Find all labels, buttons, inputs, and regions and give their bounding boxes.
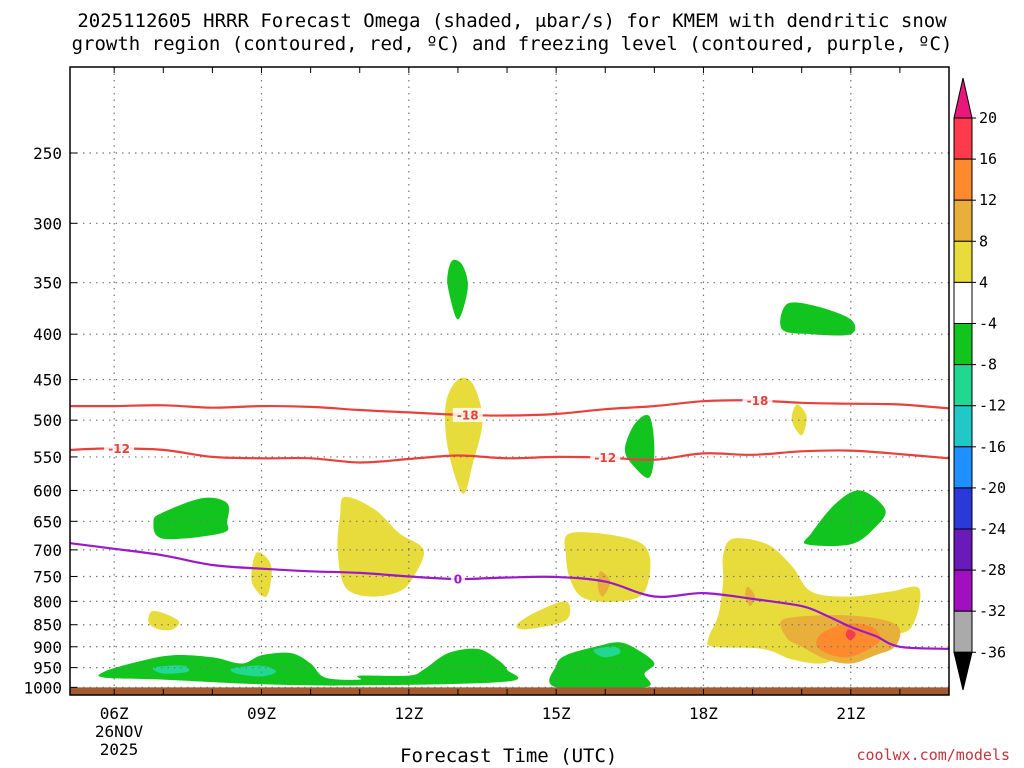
y-tick-label-600: 600 bbox=[33, 481, 62, 500]
colorbar-top-arrow bbox=[953, 77, 973, 119]
colorbar-swatch-10 bbox=[953, 528, 973, 571]
contour-label-bg bbox=[452, 407, 483, 422]
credit-text: coolwx.com/models bbox=[856, 746, 1010, 764]
y-tick-label-900: 900 bbox=[33, 638, 62, 657]
contour-0-line bbox=[70, 542, 949, 650]
x-tick-label-09Z: 09Z bbox=[247, 704, 276, 723]
y-tick-label-500: 500 bbox=[33, 411, 62, 430]
y-tick-label-450: 450 bbox=[33, 371, 62, 390]
colorbar-label--32: -32 bbox=[979, 602, 1006, 620]
x-axis: 06Z 09Z 12Z 15Z 18Z 21Z bbox=[100, 704, 866, 723]
omega-region--8-to--12-2 bbox=[593, 646, 621, 658]
colorbar-label--20: -20 bbox=[979, 479, 1006, 497]
colorbar-label--12: -12 bbox=[979, 397, 1006, 415]
colorbar-label--16: -16 bbox=[979, 438, 1006, 456]
colorbar-label-16: 16 bbox=[979, 150, 997, 168]
ground-strip bbox=[70, 687, 949, 695]
colorbar-label--36: -36 bbox=[979, 643, 1006, 661]
y-tick-label-550: 550 bbox=[33, 448, 62, 467]
date-label-line-2: 2025 bbox=[100, 740, 139, 759]
contour-label-0-0: 0 bbox=[454, 573, 462, 587]
y-tick-label-300: 300 bbox=[33, 214, 62, 233]
colorbar-swatch-0 bbox=[953, 117, 973, 160]
y-tick-label-400: 400 bbox=[33, 325, 62, 344]
omega-region-8-to-12-0 bbox=[597, 571, 611, 597]
y-tick-label-650: 650 bbox=[33, 512, 62, 531]
omega-region-4-to-8-0 bbox=[444, 377, 483, 494]
omega-region-16-to-20-0 bbox=[845, 629, 856, 641]
contour-label--18-1: -18 bbox=[747, 394, 769, 408]
colorbar-swatch-7 bbox=[953, 405, 973, 448]
omega-region-4-to-8-4 bbox=[516, 601, 571, 630]
colorbar-label-12: 12 bbox=[979, 191, 997, 209]
contour-label--18-0: -18 bbox=[457, 408, 479, 422]
x-tick-label-12Z: 12Z bbox=[394, 704, 423, 723]
contour--12-line bbox=[70, 447, 949, 464]
contour-label--12-0: -12 bbox=[108, 442, 130, 456]
chart-title-line-1: 2025112605 HRRR Forecast Omega (shaded, … bbox=[77, 10, 947, 32]
colorbar-swatch-4 bbox=[953, 281, 973, 324]
x-axis-label: Forecast Time (UTC) bbox=[400, 745, 618, 767]
colorbar-label--24: -24 bbox=[979, 520, 1006, 538]
omega-region-4-to-8-1 bbox=[337, 496, 425, 597]
chart-title-line-2: growth region (contoured, red, ºC) and f… bbox=[71, 33, 953, 55]
plot-frame bbox=[69, 66, 950, 696]
x-tick-label-15Z: 15Z bbox=[542, 704, 571, 723]
x-tick-label-18Z: 18Z bbox=[689, 704, 718, 723]
contour-label-bg bbox=[590, 450, 621, 465]
colorbar-swatch-9 bbox=[953, 487, 973, 530]
grid-layer bbox=[70, 67, 949, 695]
omega-region--4-to--8-6 bbox=[549, 642, 655, 690]
colorbar-swatch-2 bbox=[953, 199, 973, 242]
x-tick-label-06Z: 06Z bbox=[100, 704, 129, 723]
omega-region--4-to--8-4 bbox=[803, 490, 886, 547]
y-tick-label-800: 800 bbox=[33, 592, 62, 611]
contour--18-line bbox=[70, 399, 949, 417]
omega-region--4-to--8-5 bbox=[98, 648, 519, 686]
omega-region--8-to--12-1 bbox=[230, 665, 277, 677]
omega-region-4-to-8-3 bbox=[564, 532, 651, 603]
colorbar-label--28: -28 bbox=[979, 561, 1006, 579]
omega-region--4-to--8-3 bbox=[153, 497, 230, 540]
colorbar-swatch-11 bbox=[953, 569, 973, 612]
colorbar-label-4: 4 bbox=[979, 273, 988, 291]
x-tick-label-21Z: 21Z bbox=[836, 704, 865, 723]
ground-layer bbox=[70, 687, 949, 695]
omega-region--4-to--8-2 bbox=[624, 414, 655, 478]
date-label-line-1: 26NOV bbox=[95, 722, 144, 741]
omega-region-4-to-8-7 bbox=[148, 610, 180, 631]
colorbar-swatch-1 bbox=[953, 158, 973, 201]
colorbar-label-20: 20 bbox=[979, 109, 997, 127]
colorbar-swatch-3 bbox=[953, 240, 973, 283]
y-tick-label-850: 850 bbox=[33, 616, 62, 635]
colorbar-label--8: -8 bbox=[979, 356, 997, 374]
colorbar-swatch-8 bbox=[953, 446, 973, 489]
y-tick-label-750: 750 bbox=[33, 567, 62, 586]
colorbar-label-8: 8 bbox=[979, 232, 988, 250]
omega-shading-layer bbox=[98, 259, 921, 690]
colorbar-swatch-12 bbox=[953, 610, 973, 653]
y-tick-label-350: 350 bbox=[33, 274, 62, 293]
colorbar-swatch-6 bbox=[953, 364, 973, 407]
y-tick-label-700: 700 bbox=[33, 541, 62, 560]
contour-label-bg bbox=[742, 393, 773, 408]
omega-region--4-to--8-1 bbox=[780, 302, 856, 336]
contour-layer: -18 -18 -12 -12 0 bbox=[70, 393, 949, 650]
contour-label-bg bbox=[104, 441, 135, 456]
y-tick-label-1000: 1000 bbox=[23, 678, 62, 697]
contour-label--12-1: -12 bbox=[594, 451, 616, 465]
colorbar-bottom-arrow bbox=[953, 651, 973, 691]
omega-region--4-to--8-0 bbox=[447, 259, 468, 320]
contour-label-bg bbox=[450, 572, 465, 587]
colorbar-label--4: -4 bbox=[979, 315, 997, 333]
y-axis: 250 300 350 400 450 500 550 600 650 700 750 800 850 9… bbox=[23, 144, 77, 697]
colorbar-swatch-5 bbox=[953, 323, 973, 366]
y-tick-label-950: 950 bbox=[33, 659, 62, 678]
y-tick-label-250: 250 bbox=[33, 144, 62, 163]
colorbar: 20 16 12 8 4 -4 -8 -12 -16 -20 -24 -28 -32 -36 bbox=[953, 77, 1006, 691]
